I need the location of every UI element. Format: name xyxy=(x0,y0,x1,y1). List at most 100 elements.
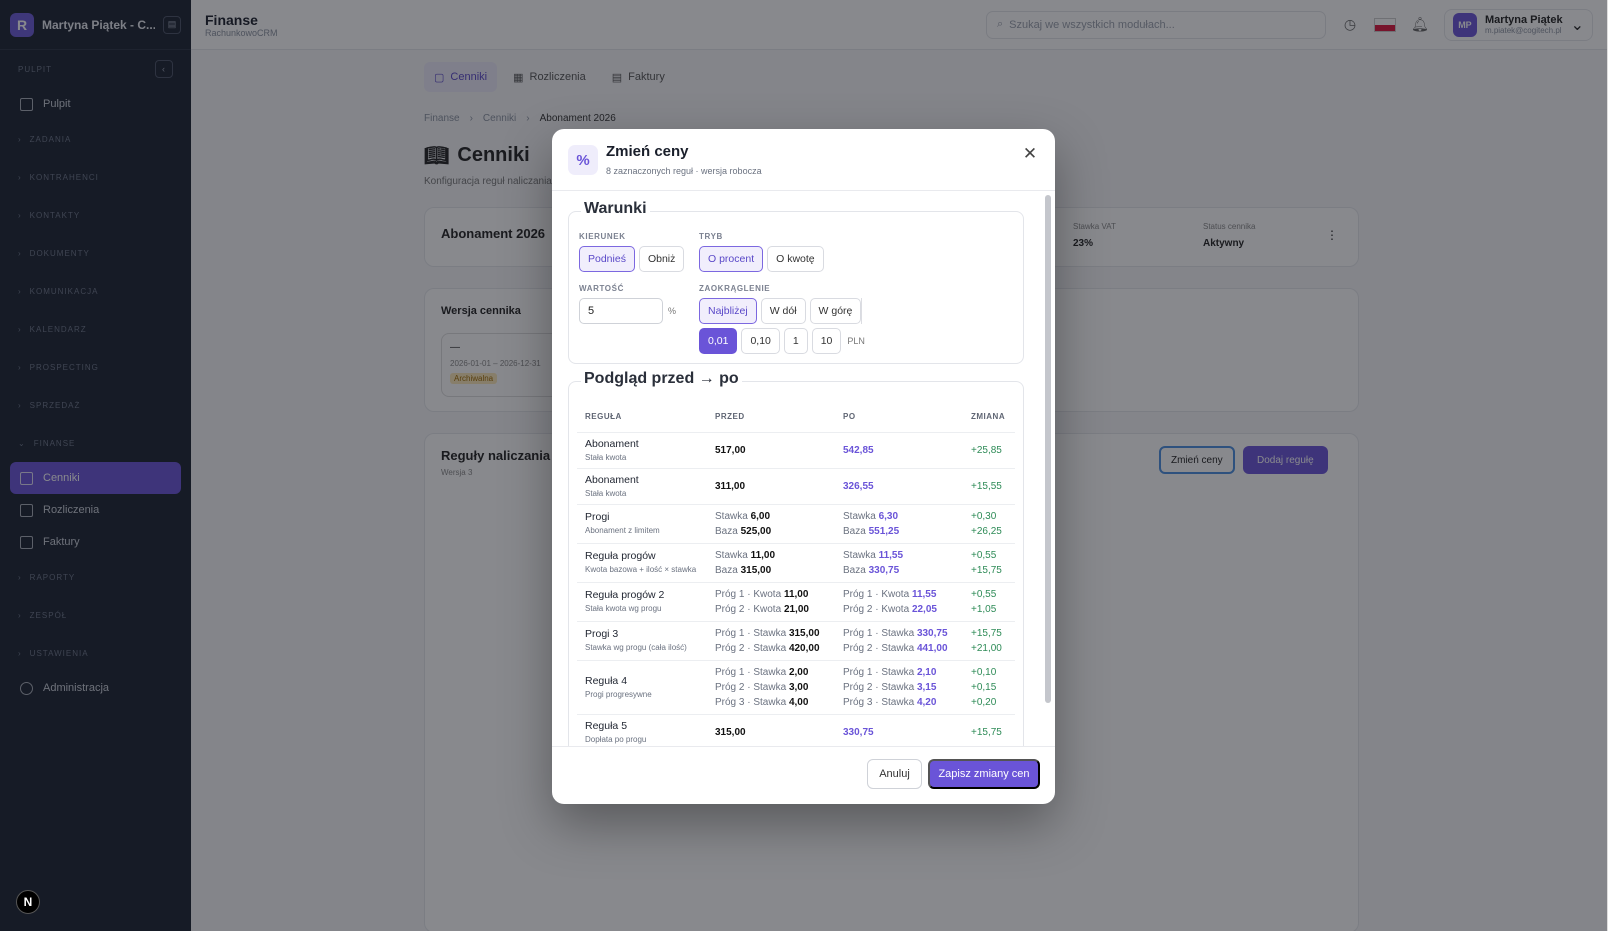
rule-cell: Abonament Stała kwota xyxy=(577,467,707,504)
value-label: WARTOŚĆ xyxy=(579,284,624,293)
value-label: Próg 2 · Stawka xyxy=(843,681,915,693)
value: 21,00 xyxy=(783,603,809,615)
value: 2,00 xyxy=(788,666,809,678)
before-cell: 517,00 xyxy=(707,431,835,468)
dev-badge-icon[interactable]: N xyxy=(16,890,40,914)
rounding-label: ZAOKRĄGLENIE xyxy=(699,284,771,293)
column-header: PRZED xyxy=(715,412,745,422)
change-value: +15,55 xyxy=(971,480,1002,492)
close-icon[interactable]: ✕ xyxy=(1022,144,1038,163)
value-input[interactable] xyxy=(579,298,663,324)
divider xyxy=(861,298,862,324)
direction-lower-button[interactable]: Obniż xyxy=(638,246,685,272)
table-header-row: REGUŁA PRZED PO ZMIANA xyxy=(577,402,1015,432)
change-value: +21,00 xyxy=(971,642,1002,654)
before-line: Stawka 6,00 xyxy=(715,509,827,524)
mode-percent-button[interactable]: O procent xyxy=(699,246,764,272)
value-label: Baza xyxy=(843,564,866,576)
table-row: Reguła progów Kwota bazowa + ilość × staw… xyxy=(577,542,1015,582)
value-label: Próg 1 · Kwota xyxy=(715,588,782,600)
before-cell: 311,00 xyxy=(707,467,835,504)
value: 3,00 xyxy=(788,681,809,693)
before-line: Baza 315,00 xyxy=(715,563,827,578)
rule-type: Stała kwota wg progu xyxy=(585,604,662,613)
column-header: REGUŁA xyxy=(585,412,622,422)
precision-010-button[interactable]: 0,10 xyxy=(741,328,780,354)
value: 11,55 xyxy=(878,549,904,561)
rule-cell: Progi 3 Stawka wg progu (cała ilość) xyxy=(577,620,707,660)
value: 6,00 xyxy=(750,510,771,522)
change-cell: +0,55 +1,05 xyxy=(963,581,1015,621)
after-line: Stawka 11,55 xyxy=(843,548,955,563)
before-cell: Próg 1 · Kwota 11,00 Próg 2 · Kwota 21,00 xyxy=(707,581,835,621)
value: 311,00 xyxy=(715,480,746,492)
rule-type: Kwota bazowa + ilość × stawka xyxy=(585,565,697,574)
rounding-nearest-button[interactable]: Najbliżej xyxy=(699,298,757,324)
change-value: +0,55 xyxy=(971,588,997,600)
value: 517,00 xyxy=(715,444,746,456)
after-line: Próg 2 · Stawka 3,15 xyxy=(843,680,955,695)
value: 420,00 xyxy=(788,642,820,654)
change-value: +15,75 xyxy=(971,627,1002,639)
column-header: PO xyxy=(843,412,856,422)
rule-name: Abonament xyxy=(585,473,639,486)
precision-1-button[interactable]: 1 xyxy=(783,328,808,354)
precision-001-button[interactable]: 0,01 xyxy=(699,328,738,354)
rounding-up-button[interactable]: W górę xyxy=(809,298,862,324)
table-row: Abonament Stała kwota 311,00 326,55 +15,55 xyxy=(577,467,1015,504)
rule-cell: Reguła 5 Dopłata po progu xyxy=(577,713,707,746)
column-header: ZMIANA xyxy=(971,412,1006,422)
table-row: Progi Abonament z limitem Stawka 6,00 Baza … xyxy=(577,503,1015,543)
value-label: Próg 3 · Stawka xyxy=(715,696,787,708)
conditions-fieldset: Warunki KIERUNEK Podnieś Obniż TRYB O pr… xyxy=(568,200,1024,364)
change-value: +0,30 xyxy=(971,510,997,522)
value: 22,05 xyxy=(911,603,937,615)
value-label: Próg 1 · Stawka xyxy=(843,666,915,678)
rule-name: Progi 3 xyxy=(585,628,619,640)
after-line: Próg 2 · Kwota 22,05 xyxy=(843,602,955,617)
mode-amount-button[interactable]: O kwotę xyxy=(767,246,824,272)
change-cell: +25,85 xyxy=(963,431,1015,468)
modal-scrollbar[interactable] xyxy=(1045,195,1051,703)
rule-cell: Abonament Stała kwota xyxy=(577,431,707,468)
after-cell: Próg 1 · Kwota 11,55 Próg 2 · Kwota 22,05 xyxy=(835,581,963,621)
direction-raise-button[interactable]: Podnieś xyxy=(579,246,635,272)
precision-10-button[interactable]: 10 xyxy=(811,328,842,354)
table-row: Progi 3 Stawka wg progu (cała ilość) Próg … xyxy=(577,620,1015,660)
before-cell: Próg 1 · Stawka 315,00 Próg 2 · Stawka 42… xyxy=(707,620,835,660)
save-prices-button[interactable]: Zapisz zmiany cen xyxy=(928,759,1040,789)
value-label: Próg 3 · Stawka xyxy=(843,696,915,708)
value-label: Próg 1 · Stawka xyxy=(715,627,787,639)
before-cell: Próg 1 · Stawka 2,00 Próg 2 · Stawka 3,00… xyxy=(707,659,835,714)
mode-toggle: O procent O kwotę xyxy=(699,246,824,272)
table-row: Abonament Stała kwota 517,00 542,85 +25,85 xyxy=(577,431,1015,468)
rule-name: Progi xyxy=(585,511,610,523)
before-line: Stawka 11,00 xyxy=(715,548,827,563)
rule-cell: Reguła progów Kwota bazowa + ilość × staw… xyxy=(577,542,707,582)
value-label: Próg 1 · Kwota xyxy=(843,588,910,600)
change-cell: +15,75 xyxy=(963,713,1015,746)
after-line: Próg 1 · Stawka 330,75 xyxy=(843,626,955,641)
after-line: Próg 2 · Stawka 441,00 xyxy=(843,641,955,656)
modal-body[interactable]: Warunki KIERUNEK Podnieś Obniż TRYB O pr… xyxy=(552,191,1055,746)
before-line: Próg 1 · Stawka 2,00 xyxy=(715,665,827,680)
value-label: Stawka xyxy=(843,549,876,561)
table-row: Reguła 4 Progi progresywne Próg 1 · Stawka… xyxy=(577,659,1015,714)
change-value: +26,25 xyxy=(971,525,1002,537)
percent-icon: % xyxy=(568,145,598,175)
preview-legend: Podgląd przed → po xyxy=(581,370,742,388)
after-cell: Próg 1 · Stawka 2,10 Próg 2 · Stawka 3,15… xyxy=(835,659,963,714)
rule-cell: Progi Abonament z limitem xyxy=(577,503,707,543)
rule-type: Stała kwota xyxy=(585,452,627,462)
rule-type: Progi progresywne xyxy=(585,689,652,699)
before-line: Próg 2 · Stawka 3,00 xyxy=(715,680,827,695)
value-label: Baza xyxy=(843,525,866,537)
cancel-button[interactable]: Anuluj xyxy=(867,759,922,789)
rule-type: Stawka wg progu (cała ilość) xyxy=(585,643,687,652)
modal-title: Zmień ceny xyxy=(606,143,689,160)
rule-name: Reguła progów 2 xyxy=(585,589,665,601)
rounding-down-button[interactable]: W dół xyxy=(760,298,806,324)
conditions-legend: Warunki xyxy=(581,200,650,218)
value: 11,00 xyxy=(783,588,809,600)
